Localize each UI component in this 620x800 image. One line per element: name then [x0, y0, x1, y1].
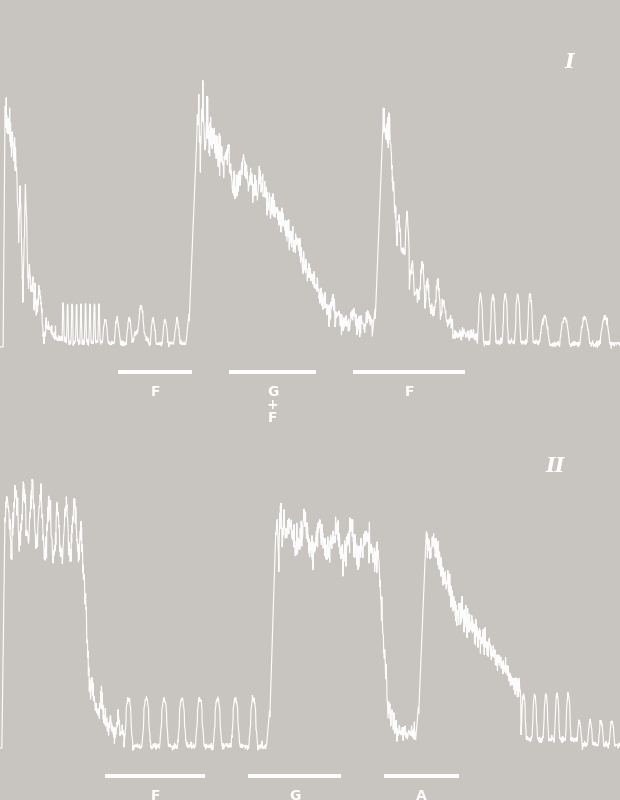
Text: F: F [150, 386, 160, 399]
Text: A: A [416, 790, 427, 800]
Text: G: G [289, 790, 300, 800]
Text: G
+
F: G + F [267, 386, 278, 426]
Text: II: II [546, 456, 565, 476]
Text: F: F [404, 386, 414, 399]
Text: F: F [150, 790, 160, 800]
Text: I: I [564, 52, 574, 72]
